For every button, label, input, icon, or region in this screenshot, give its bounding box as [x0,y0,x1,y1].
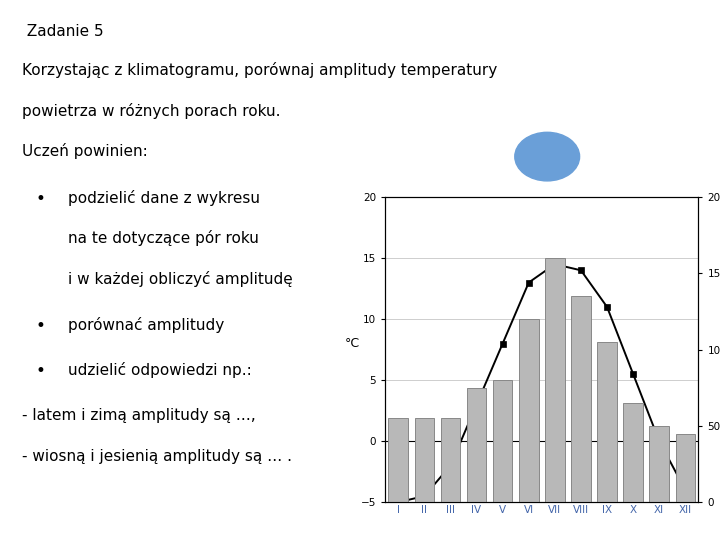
Text: B: B [539,146,555,167]
Text: i w każdej obliczyć amplitudę: i w każdej obliczyć amplitudę [68,271,293,287]
Text: powietrza w różnych porach roku.: powietrza w różnych porach roku. [22,103,280,119]
Bar [493,380,513,502]
Bar [545,258,564,502]
Bar [598,342,617,502]
Bar [389,418,408,502]
Bar [441,418,460,502]
Text: na te dotyczące pór roku: na te dotyczące pór roku [68,230,259,246]
Bar [675,434,695,502]
Bar [649,426,669,502]
Text: •: • [36,362,46,380]
Bar [519,319,539,502]
Text: - wiosną i jesienią amplitudy są … .: - wiosną i jesienią amplitudy są … . [22,449,292,464]
Text: Zadanie 5: Zadanie 5 [22,24,103,39]
Y-axis label: °C: °C [345,336,360,350]
Text: Korzystając z klimatogramu, porównaj amplitudy temperatury: Korzystając z klimatogramu, porównaj amp… [22,62,497,78]
Text: •: • [36,317,46,335]
Text: •: • [36,190,46,208]
Text: - latem i zimą amplitudy są …,: - latem i zimą amplitudy są …, [22,408,256,423]
Bar [571,296,590,502]
Text: Uczeń powinien:: Uczeń powinien: [22,143,148,159]
Bar [467,388,486,502]
Bar [624,403,643,502]
Text: podzielić dane z wykresu: podzielić dane z wykresu [68,190,261,206]
Text: porównać amplitudy: porównać amplitudy [68,317,225,333]
Text: udzielić odpowiedzi np.:: udzielić odpowiedzi np.: [68,362,252,378]
Bar [415,418,434,502]
